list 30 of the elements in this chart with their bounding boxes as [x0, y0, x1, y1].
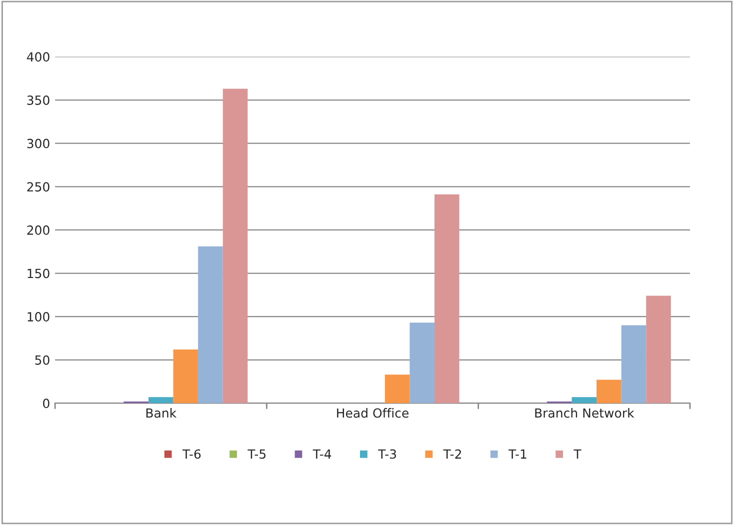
y-tick-label: 350	[27, 95, 50, 105]
legend-label: T	[574, 449, 582, 459]
legend-label: T-3	[378, 449, 396, 459]
x-tick-label: Branch Network	[535, 408, 634, 418]
y-tick-label: 0	[43, 398, 50, 408]
bar	[410, 322, 434, 404]
bar	[173, 349, 198, 404]
y-tick-label: 50	[35, 355, 50, 365]
y-tick-label: 200	[27, 225, 50, 235]
bar	[434, 194, 460, 404]
legend-label: T-2	[443, 449, 461, 459]
legend-label: T-1	[508, 449, 526, 459]
legend-label: T-6	[182, 449, 201, 459]
y-tick-label: 100	[28, 312, 50, 322]
bar	[222, 88, 248, 404]
bar	[596, 380, 622, 404]
y-tick-label: 300	[27, 138, 50, 148]
y-tick-label: 150	[28, 268, 50, 278]
bar	[646, 296, 671, 404]
bar	[572, 397, 597, 404]
bar	[148, 397, 174, 404]
x-tick-label: Head Office	[337, 408, 409, 418]
y-tick-label: 400	[26, 52, 50, 62]
bar	[198, 246, 223, 404]
bar	[384, 374, 410, 404]
bar	[621, 325, 646, 404]
y-tick-label: 250	[27, 182, 50, 192]
x-tick-label: Bank	[146, 408, 177, 418]
legend-label: T-4	[312, 449, 332, 459]
legend-label: T-5	[248, 449, 266, 459]
